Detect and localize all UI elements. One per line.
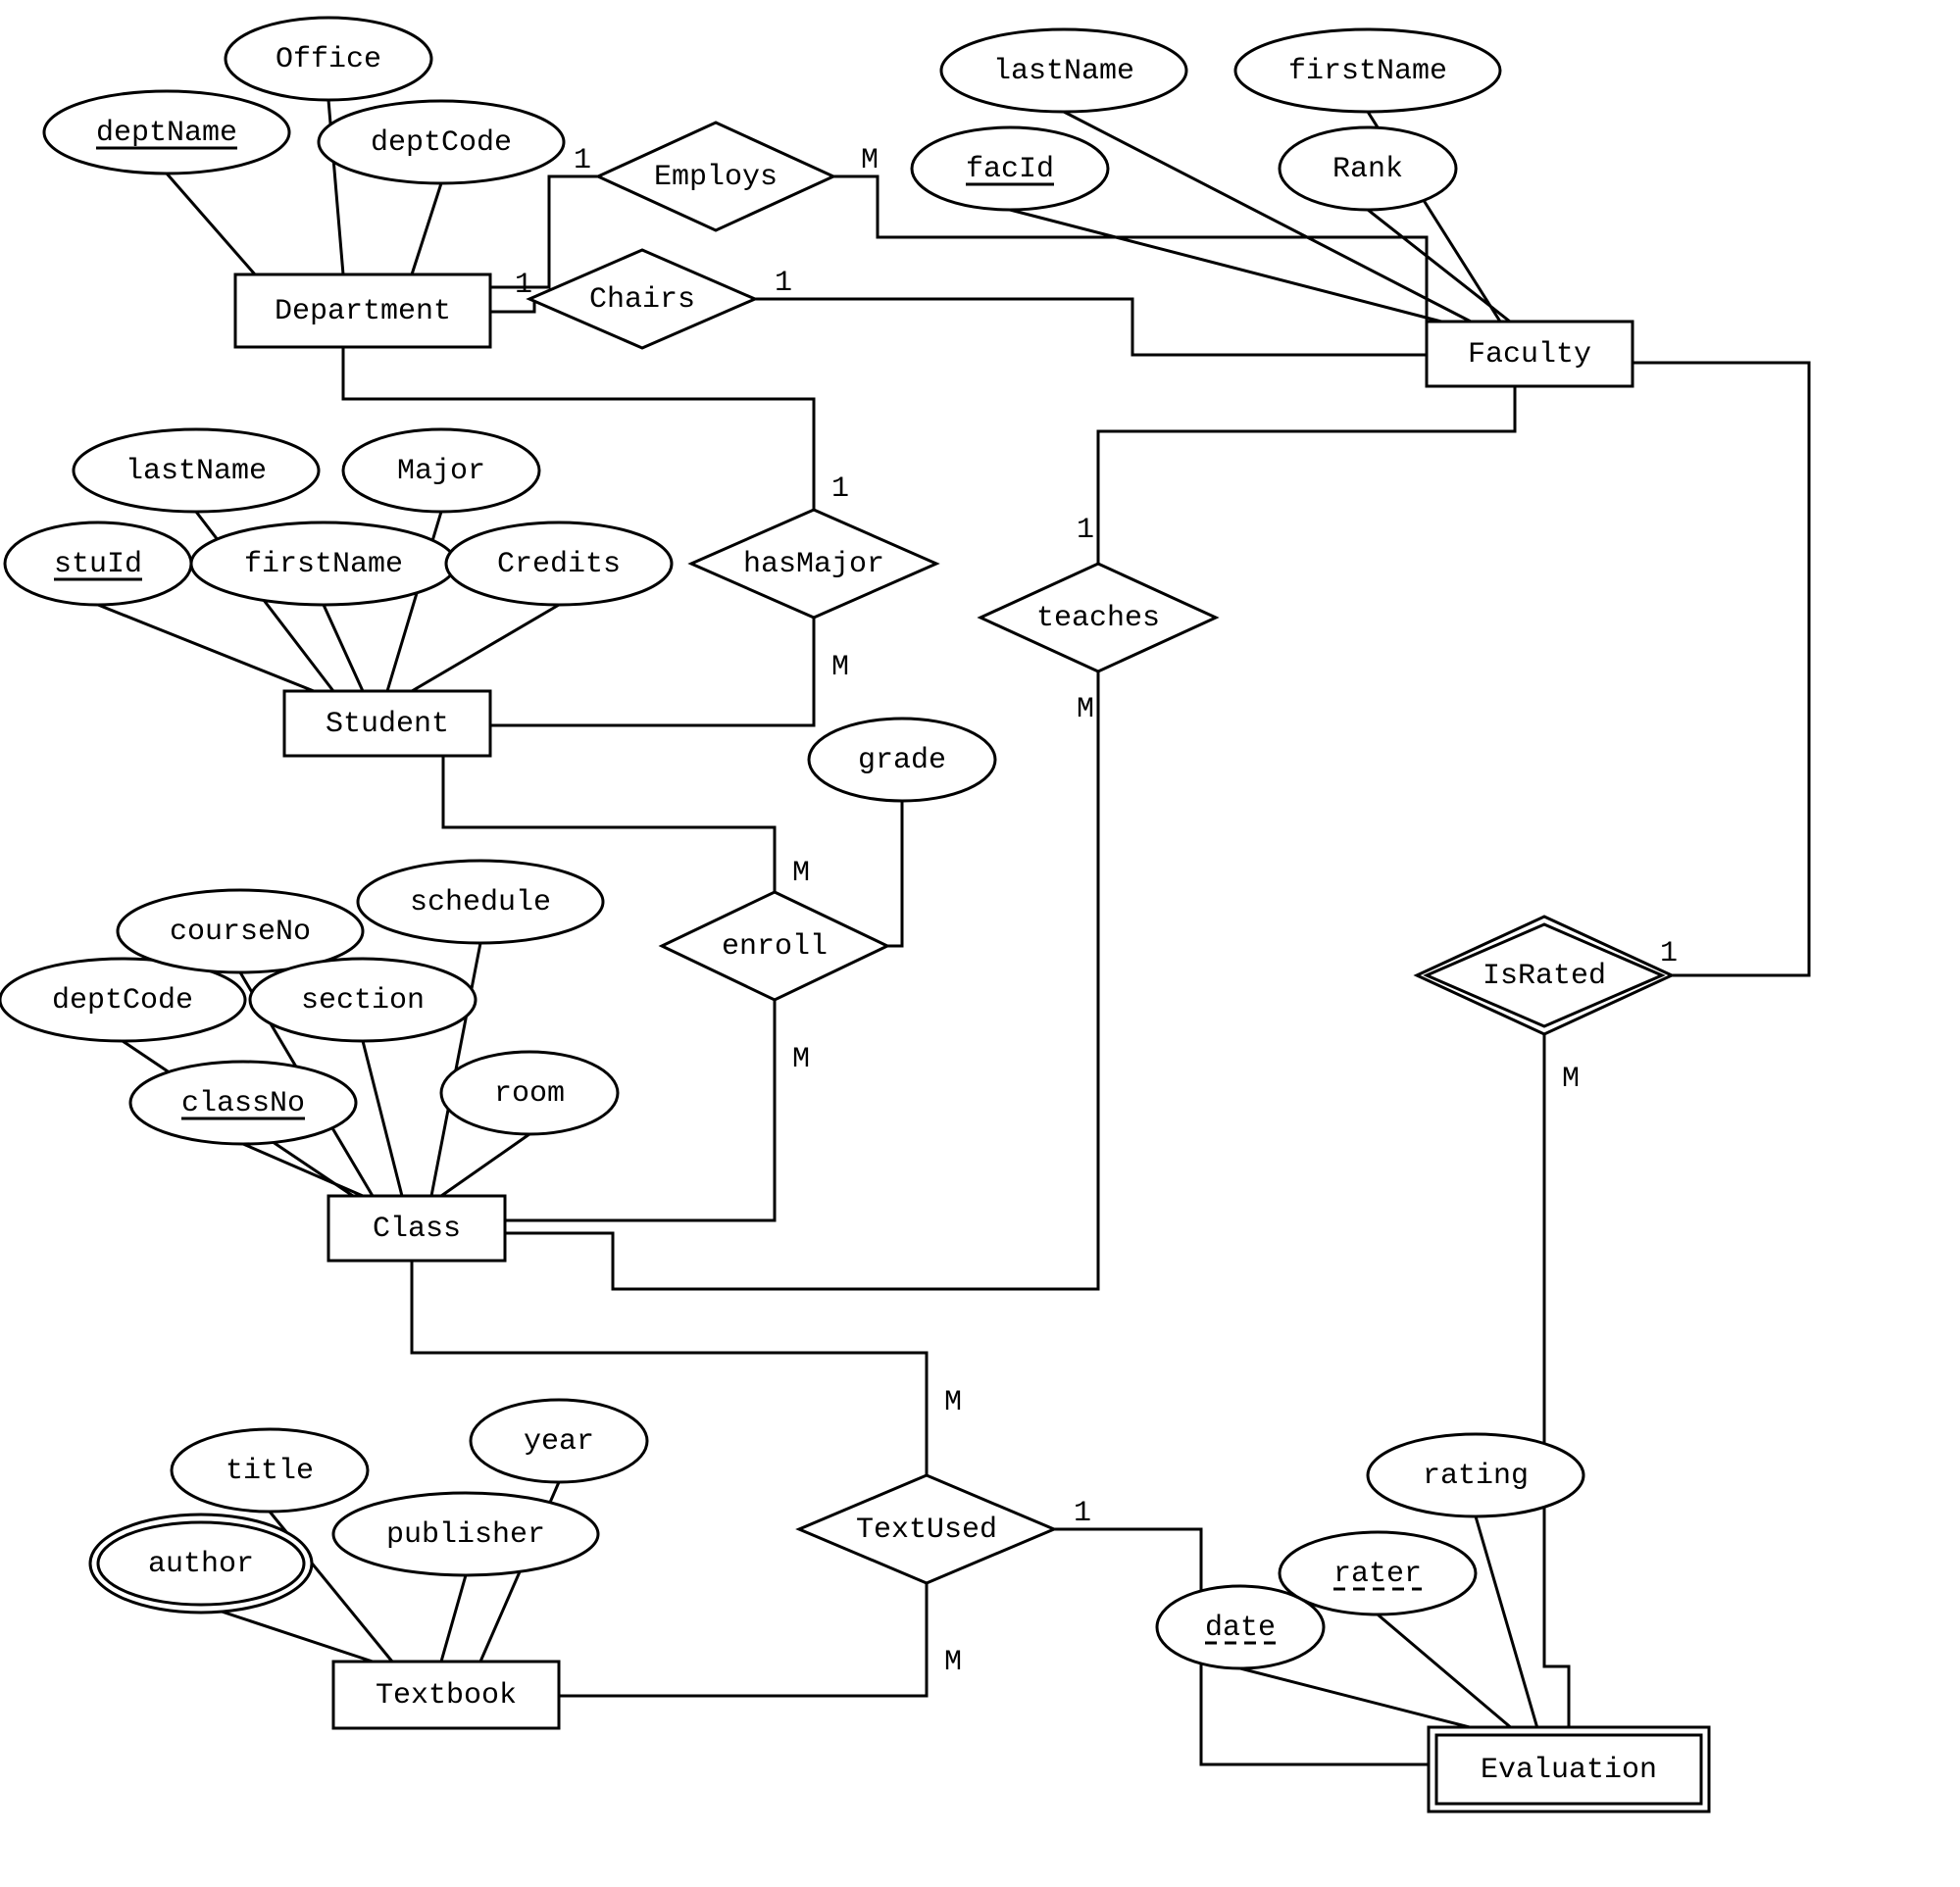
attribute-label-firstNameF: firstName (1288, 55, 1447, 88)
relationship-label-hasMajor: hasMajor (743, 548, 884, 581)
cardinality-label: M (861, 144, 879, 177)
cardinality-label: M (792, 857, 810, 890)
relationship-label-TextUsed: TextUsed (856, 1514, 997, 1547)
attribute-grade: grade (809, 719, 995, 801)
attribute-label-author: author (148, 1548, 254, 1581)
attribute-author: author (90, 1515, 312, 1613)
attribute-label-year: year (524, 1425, 594, 1459)
attribute-label-room: room (494, 1077, 565, 1111)
cardinality-label: M (831, 651, 849, 684)
cardinality-label: 1 (1074, 1497, 1091, 1530)
entity-Department: Department (235, 274, 490, 347)
attribute-label-rating: rating (1423, 1460, 1529, 1493)
relationship-label-IsRated: IsRated (1483, 960, 1606, 993)
attribute-deptCodeD: deptCode (319, 101, 564, 183)
cardinality-label: 1 (515, 269, 532, 302)
entity-Evaluation: Evaluation (1429, 1727, 1709, 1812)
attribute-label-date: date (1205, 1612, 1276, 1645)
attribute-label-deptCodeD: deptCode (371, 126, 512, 160)
cardinality-label: 1 (775, 267, 792, 300)
attribute-deptName: deptName (44, 91, 289, 174)
er-diagram: deptName Office deptCode lastName firstName f… (0, 0, 1960, 1887)
attribute-label-Credits: Credits (497, 548, 621, 581)
attribute-label-deptCodeC: deptCode (52, 984, 193, 1018)
cardinality-label: M (792, 1043, 810, 1076)
attribute-classNo: classNo (130, 1062, 356, 1144)
cardinality-label: M (1562, 1063, 1580, 1096)
attribute-label-classNo: classNo (181, 1087, 305, 1120)
relationship-label-teaches: teaches (1036, 602, 1160, 635)
attribute-title: title (172, 1429, 368, 1512)
cardinality-label: M (944, 1386, 962, 1419)
attribute-label-Office: Office (276, 43, 381, 76)
cardinality-label: 1 (574, 144, 591, 177)
attribute-Office: Office (226, 18, 431, 100)
attribute-label-lastNameF: lastName (993, 55, 1134, 88)
entity-label-Textbook: Textbook (376, 1679, 517, 1713)
attribute-facId: facId (912, 127, 1108, 210)
attribute-rating: rating (1368, 1434, 1583, 1516)
attribute-Credits: Credits (446, 522, 672, 605)
attribute-lastNameF: lastName (941, 29, 1186, 112)
entity-label-Evaluation: Evaluation (1481, 1754, 1657, 1787)
attribute-label-stuId: stuId (54, 548, 142, 581)
entity-label-Faculty: Faculty (1468, 338, 1591, 372)
relationship-label-enroll: enroll (722, 930, 828, 964)
attribute-firstNameS: firstName (191, 522, 456, 605)
attribute-Major: Major (343, 429, 539, 512)
entity-Class: Class (328, 1196, 505, 1261)
attribute-label-facId: facId (966, 153, 1054, 186)
attribute-label-title: title (226, 1455, 314, 1488)
attribute-label-publisher: publisher (386, 1518, 545, 1552)
attribute-publisher: publisher (333, 1493, 598, 1575)
attribute-label-Rank: Rank (1332, 153, 1403, 186)
attribute-Rank: Rank (1280, 127, 1456, 210)
attribute-label-grade: grade (858, 744, 946, 777)
attribute-label-rater: rater (1333, 1558, 1422, 1591)
attribute-label-courseNo: courseNo (170, 916, 311, 949)
attribute-label-lastNameS: lastName (126, 455, 267, 488)
cardinality-label: 1 (831, 472, 849, 506)
attribute-room: room (441, 1052, 618, 1134)
attribute-lastNameS: lastName (74, 429, 319, 512)
attribute-schedule: schedule (358, 861, 603, 943)
relationship-label-Employs: Employs (654, 161, 778, 194)
attribute-label-deptName: deptName (96, 117, 237, 150)
entity-Textbook: Textbook (333, 1662, 559, 1728)
entity-Student: Student (284, 691, 490, 756)
attribute-stuId: stuId (5, 522, 191, 605)
attribute-date: date (1157, 1586, 1324, 1668)
cardinality-label: M (944, 1646, 962, 1679)
attribute-label-Major: Major (397, 455, 485, 488)
attribute-firstNameF: firstName (1235, 29, 1500, 112)
entity-Faculty: Faculty (1427, 322, 1633, 386)
attribute-year: year (471, 1400, 647, 1482)
cardinality-label: 1 (1077, 514, 1094, 547)
relationship-label-Chairs: Chairs (589, 283, 695, 317)
entity-label-Department: Department (275, 295, 451, 328)
attribute-label-firstNameS: firstName (244, 548, 403, 581)
cardinality-label: M (1077, 693, 1094, 726)
attribute-label-schedule: schedule (410, 886, 551, 919)
attribute-label-section: section (301, 984, 425, 1018)
cardinality-label: 1 (1660, 937, 1678, 970)
entity-label-Student: Student (326, 708, 449, 741)
attribute-section: section (250, 959, 476, 1041)
entity-label-Class: Class (373, 1213, 461, 1246)
